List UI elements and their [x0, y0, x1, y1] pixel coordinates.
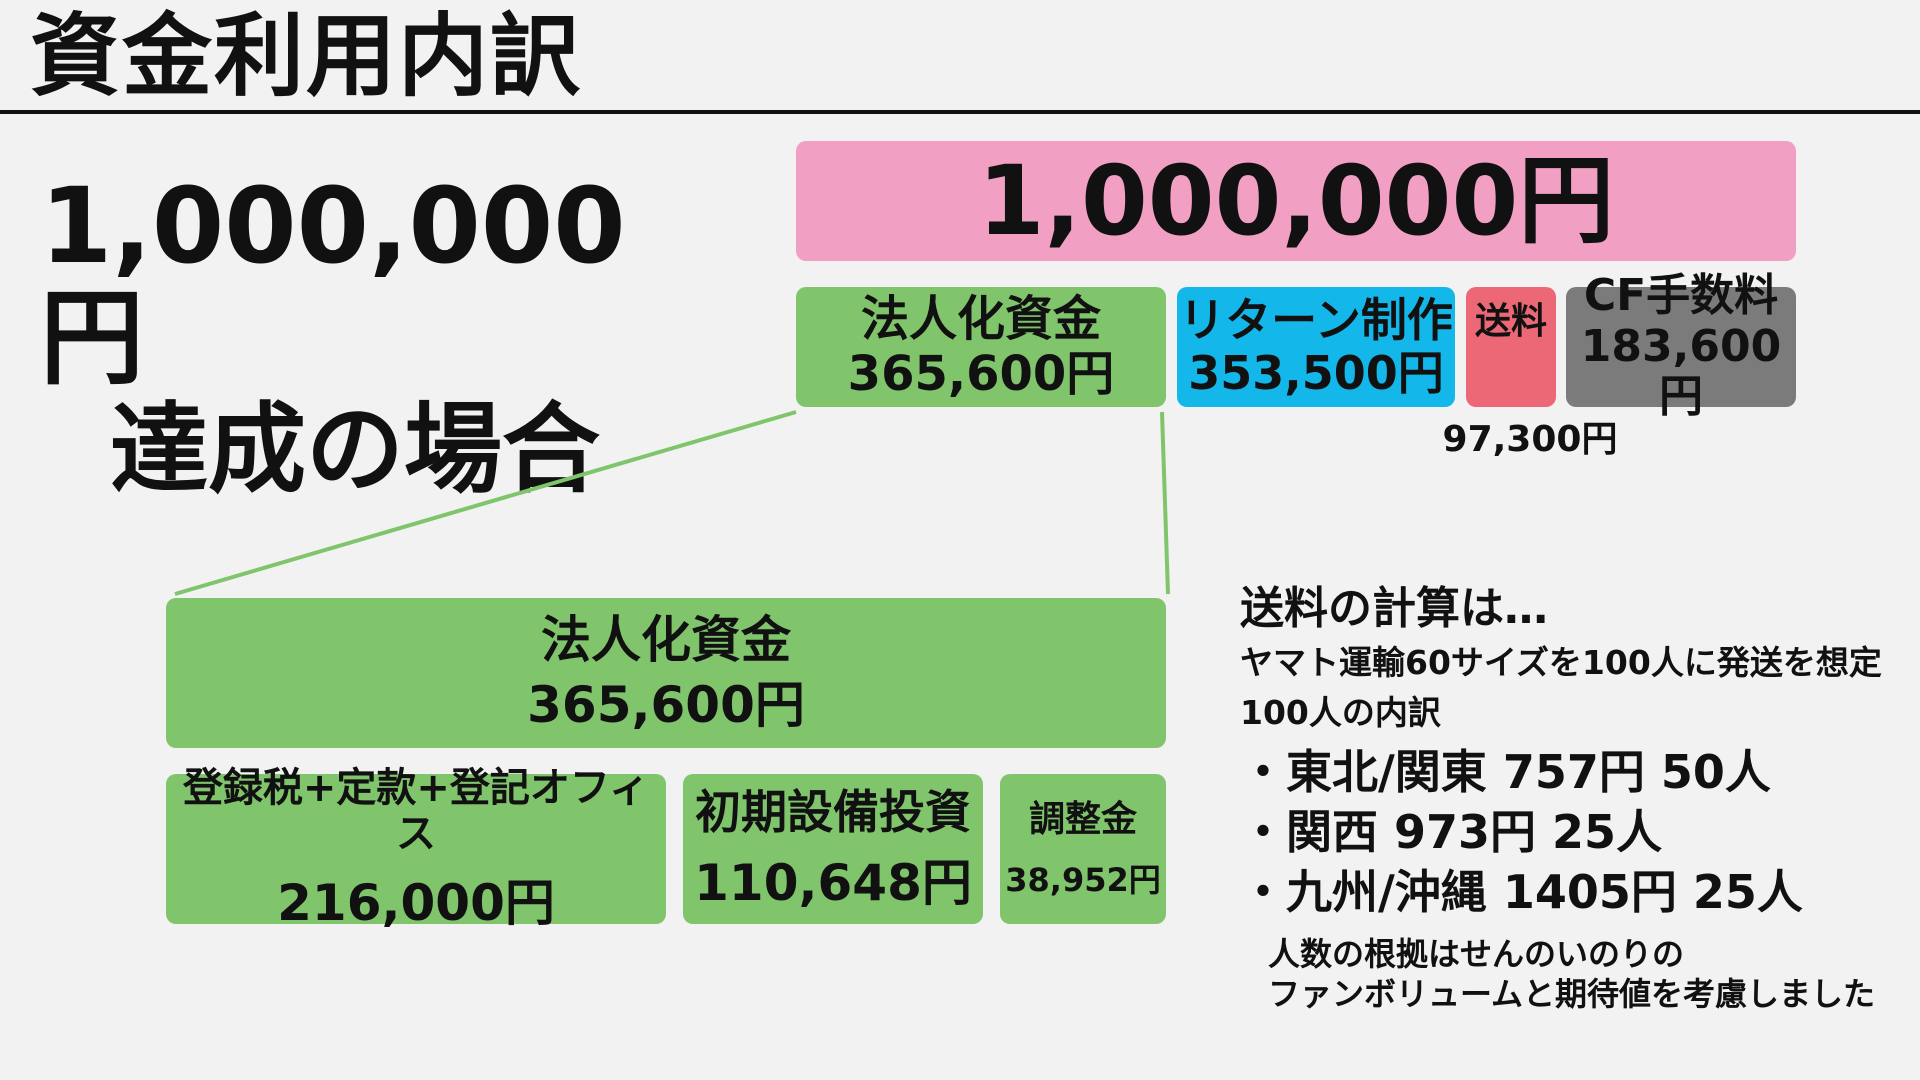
total-value: 1,000,000円 [977, 144, 1615, 257]
detail-item-equipment: 初期設備投資 110,648円 [683, 774, 983, 924]
connector-line-left [174, 410, 797, 596]
detail-item-adjustment-label: 調整金 [1028, 798, 1137, 840]
segment-legal-value: 365,600円 [847, 346, 1115, 402]
notes-list-item: 関西 973円 25人 [1240, 802, 1920, 862]
goal-caption: 達成の場合 [110, 393, 601, 507]
goal-heading: 1,000,000円 達成の場合 [40, 170, 640, 506]
notes-basis: 人数の根拠はせんのいのりの ファンボリュームと期待値を考慮しました [1240, 934, 1920, 1014]
detail-item-equipment-label: 初期設備投資 [695, 784, 971, 839]
segment-shipping-label: 送料 [1474, 301, 1547, 342]
segment-returns-label: リターン制作 [1179, 293, 1453, 348]
notes-basis-line-1: 人数の根拠はせんのいのりの [1268, 935, 1685, 973]
segment-legal-label: 法人化資金 [860, 290, 1101, 347]
detail-item-registration: 登録税+定款+登記オフィス 216,000円 [166, 765, 666, 932]
detail-item-registration-value: 216,000円 [277, 874, 555, 933]
segment-fees-label: CF手数料 [1583, 270, 1779, 322]
detail-item-adjustment: 調整金 38,952円 [1000, 774, 1166, 924]
segment-shipping-value: 97,300円 [1442, 419, 1618, 460]
total-bar: 1,000,000円 [796, 141, 1796, 261]
detail-total-label: 法人化資金 [541, 611, 791, 669]
detail-total-box: 法人化資金 365,600円 [166, 598, 1166, 748]
detail-item-adjustment-value: 38,952円 [1005, 861, 1161, 900]
goal-amount: 1,000,000円 [40, 165, 626, 399]
notes-list-item: 九州/沖縄 1405円 25人 [1240, 862, 1920, 922]
segment-returns-value: 353,500円 [1188, 346, 1444, 400]
notes-basis-line-2: ファンボリュームと期待値を考慮しました [1268, 975, 1876, 1013]
notes-list: 東北/関東 757円 50人 関西 973円 25人 九州/沖縄 1405円 2… [1240, 742, 1920, 922]
shipping-notes: 送料の計算は… ヤマト運輸60サイズを100人に発送を想定 100人の内訳 東北… [1240, 580, 1920, 1014]
segment-returns: リターン制作 353,500円 [1177, 287, 1455, 407]
detail-item-equipment-value: 110,648円 [694, 853, 972, 912]
notes-line-2: 100人の内訳 [1240, 693, 1441, 732]
segment-fees: CF手数料 183,600円 [1566, 271, 1796, 422]
title-divider [0, 110, 1920, 114]
segment-shipping: 送料 [1466, 287, 1556, 407]
segment-legal: 法人化資金 365,600円 [796, 287, 1166, 407]
connector-line-right [1160, 411, 1170, 595]
segment-fees-value: 183,600円 [1580, 320, 1782, 423]
detail-total-value: 365,600円 [527, 676, 805, 734]
notes-heading: 送料の計算は… [1240, 583, 1548, 634]
page-title: 資金利用内訳 [30, 4, 582, 109]
notes-line-1: ヤマト運輸60サイズを100人に発送を想定 [1240, 643, 1882, 682]
detail-item-registration-label: 登録税+定款+登記オフィス [182, 765, 650, 858]
notes-list-item: 東北/関東 757円 50人 [1240, 742, 1920, 802]
